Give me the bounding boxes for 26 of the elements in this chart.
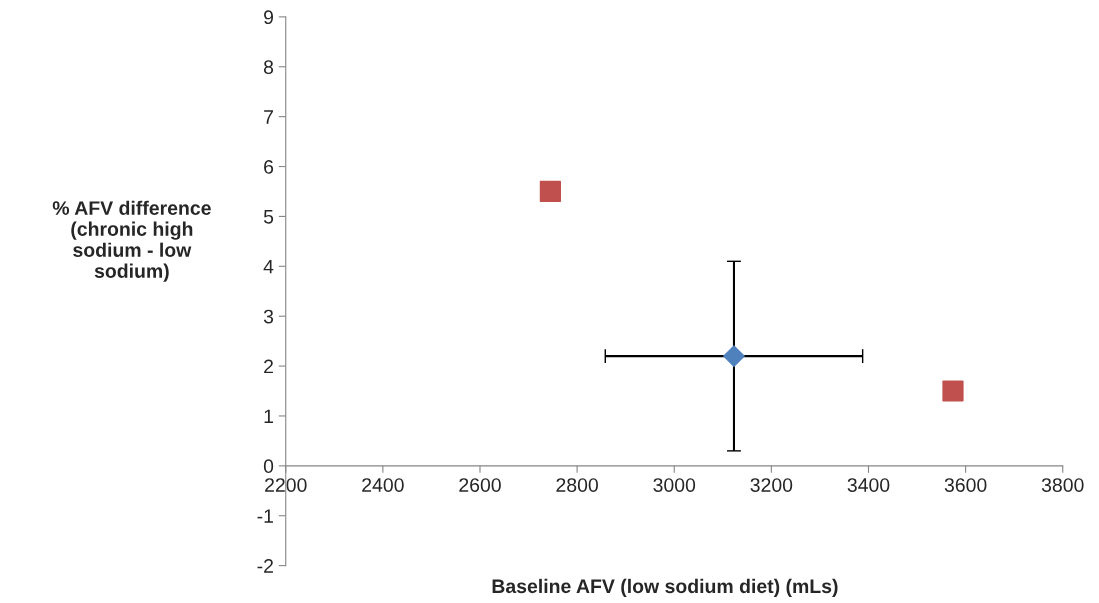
- y-axis-title: % AFV difference (chronic high sodium - low sodium): [52, 200, 211, 282]
- x-tick-label: 3600: [944, 478, 987, 492]
- point: [723, 345, 745, 367]
- point: [539, 180, 562, 203]
- x-tick-label: 3400: [847, 478, 890, 492]
- y-tick-label: 5: [263, 210, 274, 224]
- x-tick-label: 2600: [459, 478, 501, 492]
- y-tick-label: 7: [264, 110, 273, 124]
- x-tick-label: 2400: [362, 478, 404, 492]
- y-tick-label: -2: [257, 559, 273, 573]
- point: [942, 380, 964, 402]
- y-tick-label: 9: [264, 10, 274, 25]
- y-tick-label: 0: [263, 459, 274, 474]
- x-axis-title: Baseline AFV (low sodium diet) (mLs): [492, 578, 838, 597]
- x-tick-label: 2800: [556, 478, 598, 492]
- x-tick-label: 2200: [265, 478, 307, 492]
- y-tick-label: 8: [263, 60, 274, 75]
- y-tick-label: 4: [263, 259, 274, 274]
- x-tick-label: 3800: [1041, 478, 1084, 492]
- y-tick-label: 1: [264, 409, 273, 424]
- y-tick-label: 3: [263, 309, 274, 324]
- y-tick-label: -1: [257, 509, 273, 523]
- y-tick-label: 6: [264, 160, 274, 174]
- x-tick-label: 3000: [653, 478, 696, 492]
- x-tick-label: 3200: [750, 478, 793, 492]
- y-tick-label: 2: [264, 359, 273, 374]
